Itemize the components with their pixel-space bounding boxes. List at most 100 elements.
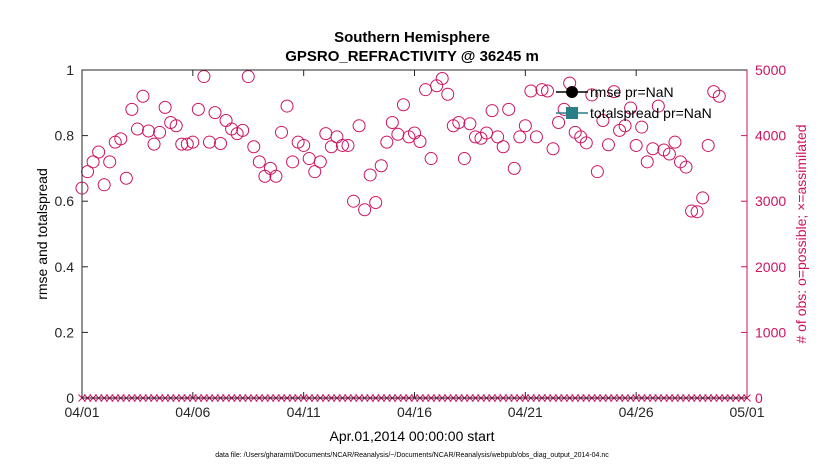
possible-obs-point bbox=[269, 169, 283, 183]
right-tick-label: 3000 bbox=[755, 193, 786, 209]
possible-obs-point bbox=[374, 159, 388, 173]
right-axis-label: # of obs: o=possible; ×=assimilated bbox=[793, 124, 809, 343]
possible-obs-point bbox=[125, 102, 139, 116]
data-marks bbox=[75, 70, 751, 402]
possible-obs-point bbox=[208, 106, 222, 120]
possible-obs-point bbox=[180, 137, 194, 151]
possible-obs-point bbox=[280, 99, 294, 113]
right-tick-label: 1000 bbox=[755, 324, 786, 340]
legend-rmse-label: rmse pr=NaN bbox=[590, 84, 674, 100]
data-file-footnote: data file: /Users/gharamti/Documents/NCA… bbox=[215, 452, 609, 459]
possible-obs-point bbox=[590, 165, 604, 179]
possible-obs-point bbox=[136, 89, 150, 103]
possible-obs-point bbox=[252, 155, 266, 169]
possible-obs-point bbox=[485, 104, 499, 118]
possible-obs-point bbox=[618, 119, 632, 133]
possible-obs-point bbox=[202, 135, 216, 149]
left-tick-label: 0.8 bbox=[55, 128, 75, 144]
legend-totalspread-label: totalspread pr=NaN bbox=[590, 105, 712, 121]
possible-obs-point bbox=[679, 160, 693, 174]
left-axis-ticks: 0 0.2 0.4 0.6 0.8 1 bbox=[55, 62, 88, 406]
right-tick-label: 4000 bbox=[755, 128, 786, 144]
possible-obs-point bbox=[130, 122, 144, 136]
possible-obs-point bbox=[363, 168, 377, 182]
possible-obs-point bbox=[541, 84, 554, 98]
possible-obs-point bbox=[701, 138, 715, 152]
x-tick-label: 04/06 bbox=[175, 404, 210, 420]
possible-obs-point bbox=[308, 165, 322, 179]
possible-obs-point bbox=[651, 99, 665, 113]
possible-obs-point bbox=[690, 205, 704, 219]
possible-obs-point bbox=[640, 155, 654, 169]
left-tick-label: 1 bbox=[66, 62, 74, 78]
possible-obs-point bbox=[191, 102, 205, 116]
possible-obs-point bbox=[607, 85, 621, 99]
possible-obs-point bbox=[369, 196, 383, 210]
possible-obs-point bbox=[358, 203, 372, 217]
possible-obs-point bbox=[324, 140, 338, 154]
possible-obs-point bbox=[119, 171, 133, 185]
left-tick-label: 0.2 bbox=[55, 324, 75, 340]
left-tick-label: 0 bbox=[66, 390, 74, 406]
possible-obs-point bbox=[347, 194, 361, 208]
legend-totalspread-marker bbox=[566, 107, 578, 119]
x-tick-label: 04/26 bbox=[619, 404, 654, 420]
possible-obs-point bbox=[97, 178, 111, 192]
possible-obs-point bbox=[286, 155, 300, 169]
possible-obs-point bbox=[646, 142, 660, 156]
possible-obs-point bbox=[153, 125, 167, 139]
right-axis-ticks: 0 1000 2000 3000 4000 5000 bbox=[741, 62, 786, 406]
possible-obs-point bbox=[147, 137, 161, 151]
possible-obs-point bbox=[114, 132, 128, 146]
possible-obs-point bbox=[297, 138, 311, 152]
possible-obs-point bbox=[385, 115, 399, 129]
possible-obs-point bbox=[275, 125, 288, 139]
possible-obs-point bbox=[158, 100, 172, 114]
possible-obs-point bbox=[662, 147, 676, 161]
possible-obs-point bbox=[241, 70, 255, 84]
legend-rmse-marker bbox=[566, 86, 578, 98]
possible-obs-point bbox=[529, 130, 543, 144]
possible-obs-point bbox=[352, 119, 366, 133]
right-tick-label: 2000 bbox=[755, 259, 786, 275]
left-tick-label: 0.6 bbox=[55, 193, 75, 209]
possible-obs-point bbox=[103, 155, 117, 169]
chart-title: Southern Hemisphere bbox=[334, 29, 490, 46]
possible-obs-point bbox=[696, 191, 710, 205]
x-tick-label: 04/16 bbox=[397, 404, 432, 420]
x-axis-label: Apr.01,2014 00:00:00 start bbox=[329, 428, 494, 444]
possible-obs-point bbox=[175, 137, 189, 151]
possible-obs-point bbox=[668, 135, 682, 149]
possible-obs-point bbox=[535, 83, 549, 97]
possible-obs-point bbox=[635, 120, 649, 134]
possible-obs-point bbox=[552, 115, 566, 129]
possible-obs-point bbox=[424, 152, 438, 166]
possible-obs-point bbox=[685, 204, 699, 218]
possible-obs-point bbox=[86, 155, 100, 169]
possible-obs-point bbox=[502, 102, 516, 116]
possible-obs-point bbox=[518, 119, 532, 133]
possible-obs-point bbox=[380, 135, 394, 149]
possible-obs-point bbox=[491, 130, 505, 144]
chart-subtitle: GPSRO_REFRACTIVITY @ 36245 m bbox=[285, 48, 539, 65]
possible-obs-point bbox=[513, 130, 527, 144]
possible-obs-point bbox=[585, 88, 599, 102]
possible-obs-point bbox=[441, 87, 455, 101]
x-tick-label: 04/11 bbox=[287, 404, 321, 420]
possible-obs-point bbox=[435, 72, 449, 86]
possible-obs-point bbox=[601, 138, 615, 152]
left-axis-label: rmse and totalspread bbox=[34, 168, 50, 300]
legend: rmse pr=NaN totalspread pr=NaN bbox=[556, 84, 712, 121]
x-tick-label: 04/01 bbox=[64, 404, 99, 420]
possible-obs-point bbox=[214, 136, 228, 150]
left-tick-label: 0.4 bbox=[55, 259, 75, 275]
possible-obs-point bbox=[712, 89, 726, 103]
possible-obs-point bbox=[236, 123, 250, 137]
possible-obs-point bbox=[313, 155, 327, 169]
possible-obs-point bbox=[92, 145, 106, 159]
possible-obs-point bbox=[524, 84, 538, 98]
possible-obs-point bbox=[629, 138, 643, 152]
possible-obs-point bbox=[396, 98, 410, 112]
possible-obs-point bbox=[452, 115, 466, 129]
